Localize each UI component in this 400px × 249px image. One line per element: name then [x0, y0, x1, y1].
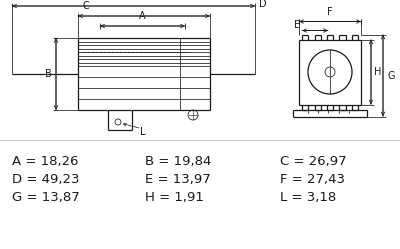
- Text: D: D: [259, 0, 267, 9]
- Text: L = 3,18: L = 3,18: [280, 190, 336, 203]
- Text: F = 27,43: F = 27,43: [280, 173, 345, 186]
- Text: G = 13,87: G = 13,87: [12, 190, 80, 203]
- Text: D = 49,23: D = 49,23: [12, 173, 80, 186]
- Text: A = 18,26: A = 18,26: [12, 154, 78, 168]
- Text: C: C: [83, 1, 89, 11]
- Text: B: B: [45, 69, 52, 79]
- Text: B = 19,84: B = 19,84: [145, 154, 211, 168]
- Text: H: H: [374, 67, 381, 77]
- Text: C = 26,97: C = 26,97: [280, 154, 347, 168]
- Text: E = 13,97: E = 13,97: [145, 173, 211, 186]
- Text: L: L: [140, 127, 146, 137]
- Text: A: A: [139, 11, 146, 21]
- Text: G: G: [387, 70, 394, 80]
- Text: F: F: [327, 6, 333, 16]
- Text: E: E: [294, 19, 300, 29]
- Text: H = 1,91: H = 1,91: [145, 190, 204, 203]
